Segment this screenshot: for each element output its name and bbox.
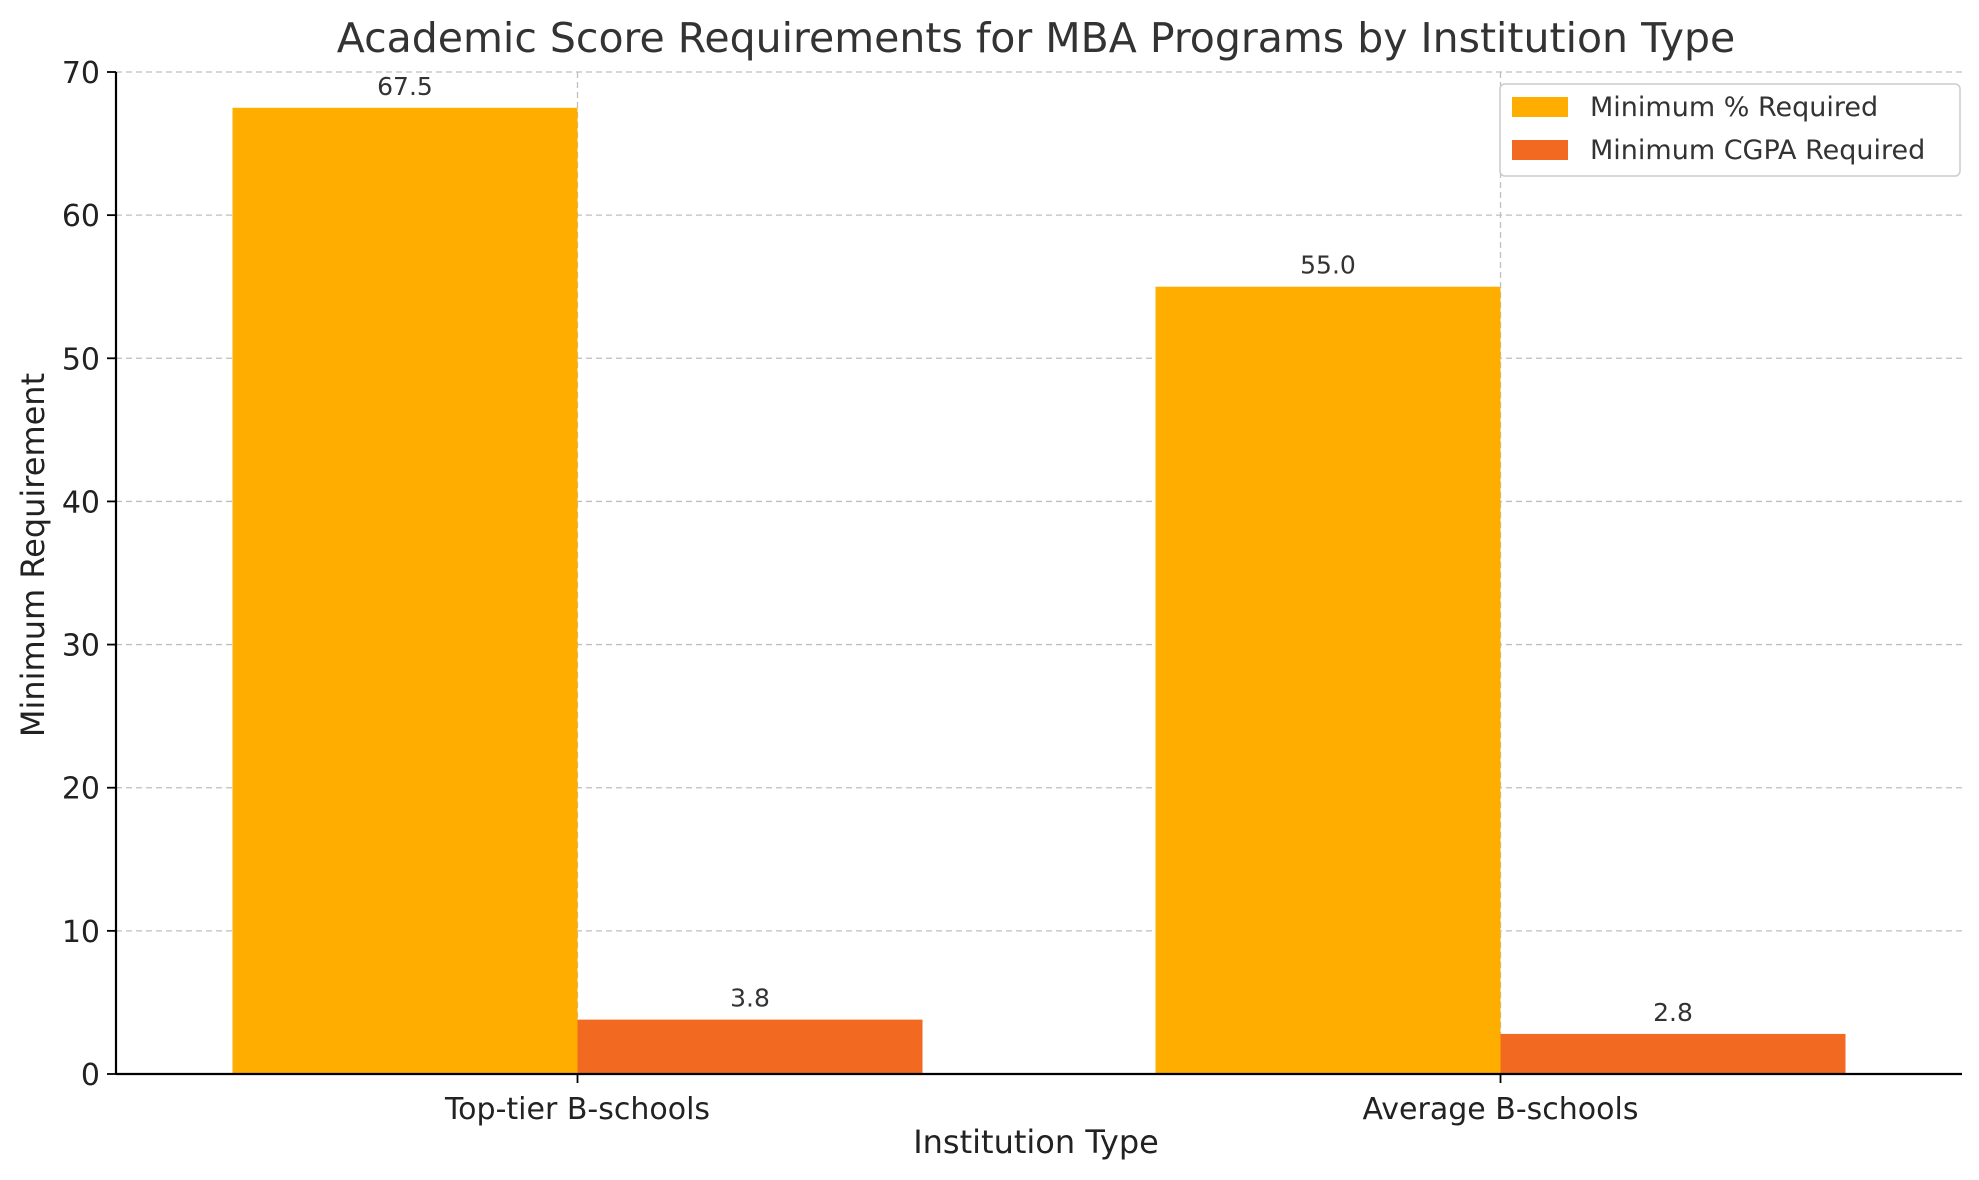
x-axis-title: Institution Type: [913, 1123, 1159, 1161]
bar-minimum-cgpa-required-top-tier-b-schools: [577, 1019, 923, 1074]
chart-title: Academic Score Requirements for MBA Prog…: [337, 14, 1735, 62]
legend-swatch-minimum-cgpa: [1512, 140, 1568, 160]
y-tick-label: 60: [62, 199, 100, 234]
bar-minimum-percent-required-average-b-schools: [1155, 286, 1501, 1074]
y-tick-label: 30: [62, 629, 100, 664]
legend-swatch-minimum-percent: [1512, 97, 1568, 117]
legend-label-minimum-cgpa: Minimum CGPA Required: [1590, 135, 1925, 166]
data-label: 67.5: [377, 72, 433, 101]
axis-layer: 0 10 20 30 40 50 60 70 Top-tier B-schools Average…: [62, 56, 1962, 1127]
label-layer: 67.5 55.0 3.8 2.8: [377, 72, 1693, 1027]
legend-frame: [1499, 83, 1961, 177]
bar-minimum-cgpa-required-average-b-schools: [1500, 1033, 1846, 1074]
x-tick-label-average-b-schools: Average B-schools: [1363, 1092, 1639, 1127]
bar-minimum-percent-required-top-tier-b-schools: [232, 107, 578, 1075]
y-axis-title: Minimum Requirement: [14, 373, 52, 737]
x-tick-label-top-tier-b-schools: Top-tier B-schools: [444, 1092, 710, 1127]
data-label: 2.8: [1653, 998, 1693, 1027]
y-tick-label: 20: [62, 772, 100, 807]
y-tick-label: 10: [62, 915, 100, 950]
legend: Minimum % Required Minimum CGPA Required: [1499, 83, 1961, 177]
y-tick-label: 70: [62, 56, 100, 91]
data-label: 55.0: [1300, 251, 1356, 280]
y-tick-label: 0: [81, 1058, 100, 1093]
y-tick-label: 40: [62, 485, 100, 520]
legend-label-minimum-percent: Minimum % Required: [1590, 92, 1878, 123]
bar-layer: [232, 107, 1846, 1075]
data-label: 3.8: [730, 984, 770, 1013]
y-tick-label: 50: [62, 342, 100, 377]
